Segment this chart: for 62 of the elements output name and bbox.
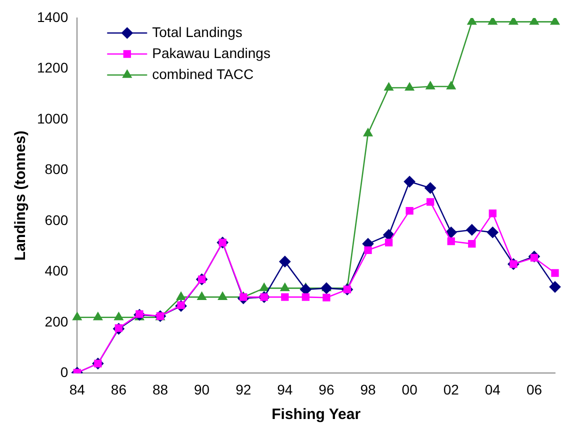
- point: [468, 240, 476, 248]
- point: [445, 226, 457, 238]
- point: [405, 82, 414, 91]
- point: [487, 226, 498, 238]
- y-tick-label: 1000: [36, 110, 68, 126]
- point: [93, 312, 102, 320]
- y-tick-label: 200: [44, 313, 68, 330]
- y-tick-label: 1200: [36, 60, 68, 76]
- legend-label: Pakawau Landings: [152, 44, 270, 61]
- x-tick-label: 94: [277, 381, 293, 398]
- x-tick-label: 98: [360, 381, 376, 398]
- point: [197, 292, 206, 300]
- y-tick-label: 600: [44, 212, 68, 228]
- y-axis-title: Landings (tonnes): [12, 130, 30, 261]
- point: [218, 292, 228, 300]
- point: [302, 293, 310, 301]
- point: [279, 256, 291, 268]
- point: [551, 269, 559, 277]
- x-tick-label: 90: [194, 381, 210, 398]
- point: [280, 283, 290, 292]
- legend-label: Total Landings: [152, 24, 242, 40]
- point: [281, 293, 289, 301]
- point: [384, 238, 393, 246]
- y-tick-label: 1400: [36, 8, 68, 25]
- point: [530, 18, 539, 25]
- point: [550, 18, 560, 25]
- x-tick-label: 04: [484, 381, 501, 398]
- point: [404, 176, 416, 188]
- point: [549, 281, 561, 293]
- point: [447, 237, 455, 246]
- point: [466, 224, 478, 236]
- x-tick-label: 86: [110, 381, 127, 398]
- point: [364, 246, 372, 254]
- point: [426, 81, 435, 90]
- point: [424, 182, 436, 194]
- x-tick-label: 06: [526, 381, 542, 398]
- point: [72, 312, 82, 320]
- y-tick-label: 400: [44, 262, 68, 279]
- point: [508, 18, 518, 25]
- x-tick-label: 96: [318, 381, 334, 398]
- point: [114, 312, 124, 320]
- point: [320, 282, 332, 294]
- y-tick-label: 800: [44, 161, 68, 178]
- point: [426, 198, 434, 206]
- x-tick-label: 84: [69, 381, 86, 398]
- x-axis-title: Fishing Year: [272, 406, 361, 424]
- y-tick-label: 0: [60, 364, 68, 380]
- legend-label: combined TACC: [152, 66, 254, 82]
- point: [406, 206, 414, 215]
- point: [322, 294, 330, 302]
- x-tick-label: 00: [402, 381, 418, 398]
- point: [384, 82, 394, 91]
- point: [363, 128, 373, 136]
- point: [488, 18, 498, 25]
- point: [467, 18, 476, 25]
- point: [176, 292, 186, 300]
- x-tick-label: 92: [236, 381, 252, 398]
- x-tick-label: 02: [443, 381, 460, 398]
- point: [260, 283, 269, 292]
- point: [446, 81, 456, 90]
- point: [488, 210, 497, 218]
- x-tick-label: 88: [152, 381, 168, 398]
